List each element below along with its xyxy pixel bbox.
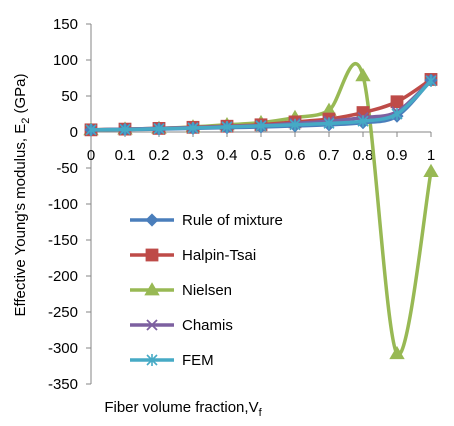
x-tick-label: 0.4: [217, 147, 238, 164]
x-tick-label: 0.5: [251, 147, 272, 164]
data-point-fem: [289, 118, 301, 131]
legend-item-chamis: Chamis: [130, 317, 233, 334]
data-point-fem: [357, 115, 369, 128]
y-axis-title: Effective Young's modulus, E2 (GPa): [12, 73, 32, 316]
y-tick-label: -350: [48, 376, 78, 393]
y-tick-label: 150: [53, 16, 78, 33]
legend-marker: [144, 282, 160, 296]
y-tick-label: -250: [48, 304, 78, 321]
y-tick-label: -50: [56, 160, 78, 177]
legend-label: Halpin-Tsai: [182, 247, 256, 264]
x-tick-label: 0.8: [353, 147, 374, 164]
x-tick-label: 0.1: [115, 147, 136, 164]
x-tick-label: 0.7: [319, 147, 340, 164]
legend-item-rule-of-mixture: Rule of mixture: [130, 212, 283, 229]
x-tick-label: 0.2: [149, 147, 170, 164]
y-tick-label: 0: [70, 124, 78, 141]
series-fem: [85, 74, 437, 136]
legend-marker: [146, 319, 158, 331]
y-tick-label: 100: [53, 52, 78, 69]
legend: Rule of mixture Halpin-Tsai Nielsen Chamis F…: [130, 212, 283, 369]
data-point-fem: [119, 123, 131, 136]
legend-marker: [145, 213, 159, 227]
y-tick-label: -200: [48, 268, 78, 285]
x-tick-labels: 0 0.1 0.2 0.3 0.4 0.5 0.6 0.7 0.8 0.9 1: [87, 147, 435, 164]
x-tick-label: 0.6: [285, 147, 306, 164]
x-tick-label: 0.3: [183, 147, 204, 164]
legend-label: FEM: [182, 352, 214, 369]
legend-marker: [146, 354, 158, 366]
x-tick-label: 0.9: [387, 147, 408, 164]
series-layer: [83, 62, 439, 360]
y-tick-labels: 150 100 50 0 -50 -100 -150 -200 -250 -300 -350: [48, 16, 78, 393]
legend-item-nielsen: Nielsen: [130, 282, 232, 299]
data-point-fem: [255, 119, 267, 132]
x-tick-label: 1: [427, 147, 435, 164]
data-point-nielsen: [389, 345, 405, 360]
data-point-nielsen: [423, 163, 439, 178]
data-point-fem: [323, 117, 335, 130]
data-point-fem: [425, 74, 437, 87]
y-tick-label: -100: [48, 196, 78, 213]
data-point-fem: [85, 123, 97, 136]
data-point-fem: [221, 120, 233, 133]
legend-label: Nielsen: [182, 282, 232, 299]
x-tick-label: 0: [87, 147, 95, 164]
legend-label: Chamis: [182, 317, 233, 334]
y-tick-label: 50: [61, 88, 78, 105]
data-point-fem: [391, 108, 403, 120]
y-tick-label: -150: [48, 232, 78, 249]
y-tick-label: -300: [48, 340, 78, 357]
legend-label: Rule of mixture: [182, 212, 283, 229]
legend-marker: [145, 248, 159, 262]
legend-item-fem: FEM: [130, 352, 214, 369]
data-point-nielsen: [355, 68, 371, 82]
legend-item-halpin-tsai: Halpin-Tsai: [130, 247, 256, 264]
data-point-fem: [187, 122, 199, 135]
x-axis-title: Fiber volume fraction,Vf: [104, 399, 262, 419]
data-point-halpin-tsai: [390, 95, 404, 109]
data-point-fem: [153, 122, 165, 135]
